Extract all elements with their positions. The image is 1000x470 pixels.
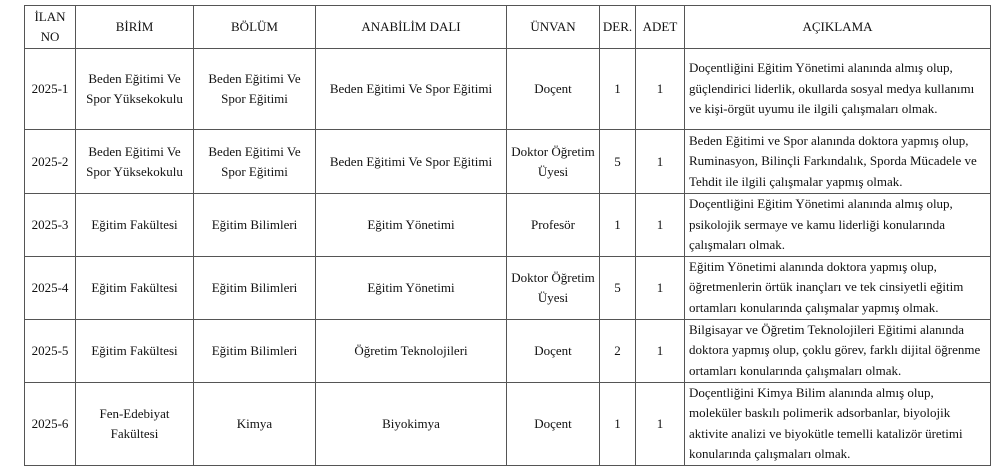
cell-adet: 1 xyxy=(635,129,685,194)
table-row: 2025-3 Eğitim Fakültesi Eğitim Bilimleri Eğ… xyxy=(24,193,991,257)
cell-bolum: Beden Eğitimi Ve Spor Eğitimi xyxy=(193,129,316,194)
cell-birim: Beden Eğitimi Ve Spor Yüksekokulu xyxy=(75,129,194,194)
cell-adet: 1 xyxy=(635,255,685,320)
cell-anabilim-dali: Beden Eğitimi Ve Spor Eğitimi xyxy=(315,48,507,130)
cell-birim: Eğitim Fakültesi xyxy=(75,255,194,320)
header-unvan: ÜNVAN xyxy=(506,5,600,49)
cell-birim: Eğitim Fakültesi xyxy=(75,318,194,383)
cell-der: 2 xyxy=(599,318,636,383)
cell-bolum: Eğitim Bilimleri xyxy=(193,193,316,257)
cell-ilan-no: 2025-6 xyxy=(24,381,76,466)
header-aciklama: AÇIKLAMA xyxy=(684,5,991,49)
cell-unvan: Doçent xyxy=(506,318,600,383)
cell-unvan: Profesör xyxy=(506,193,600,257)
cell-bolum: Kimya xyxy=(193,381,316,466)
header-row: İLAN NO BİRİM BÖLÜM ANABİLİM DALI ÜNVAN … xyxy=(24,5,991,49)
cell-aciklama: Eğitim Yönetimi alanında doktora yapmış … xyxy=(684,255,991,320)
table-row: 2025-4 Eğitim Fakültesi Eğitim Bilimleri Eğ… xyxy=(24,255,991,320)
cell-bolum: Beden Eğitimi Ve Spor Eğitimi xyxy=(193,48,316,130)
cell-birim: Beden Eğitimi Ve Spor Yüksekokulu xyxy=(75,48,194,130)
cell-ilan-no: 2025-2 xyxy=(24,129,76,194)
table-row: 2025-5 Eğitim Fakültesi Eğitim Bilimleri Öğ… xyxy=(24,318,991,383)
table-row: 2025-6 Fen-Edebiyat Fakültesi Kimya Biyokim… xyxy=(24,381,991,466)
header-ilan-no: İLAN NO xyxy=(24,5,76,49)
cell-adet: 1 xyxy=(635,381,685,466)
cell-bolum: Eğitim Bilimleri xyxy=(193,255,316,320)
table-row: 2025-1 Beden Eğitimi Ve Spor Yüksekokulu B… xyxy=(24,48,991,130)
cell-ilan-no: 2025-1 xyxy=(24,48,76,130)
cell-unvan: Doçent xyxy=(506,48,600,130)
cell-ilan-no: 2025-4 xyxy=(24,255,76,320)
cell-aciklama: Doçentliğini Eğitim Yönetimi alanında al… xyxy=(684,193,991,257)
header-der: DER. xyxy=(599,5,636,49)
cell-der: 5 xyxy=(599,129,636,194)
cell-birim: Eğitim Fakültesi xyxy=(75,193,194,257)
cell-der: 1 xyxy=(599,193,636,257)
table-row: 2025-2 Beden Eğitimi Ve Spor Yüksekokulu B… xyxy=(24,129,991,194)
cell-unvan: Doktor Öğretim Üyesi xyxy=(506,255,600,320)
cell-anabilim-dali: Beden Eğitimi Ve Spor Eğitimi xyxy=(315,129,507,194)
cell-birim: Fen-Edebiyat Fakültesi xyxy=(75,381,194,466)
cell-der: 1 xyxy=(599,381,636,466)
cell-ilan-no: 2025-3 xyxy=(24,193,76,257)
cell-adet: 1 xyxy=(635,48,685,130)
cell-unvan: Doktor Öğretim Üyesi xyxy=(506,129,600,194)
cell-adet: 1 xyxy=(635,193,685,257)
cell-bolum: Eğitim Bilimleri xyxy=(193,318,316,383)
header-anabilim-dali: ANABİLİM DALI xyxy=(315,5,507,49)
cell-adet: 1 xyxy=(635,318,685,383)
cell-aciklama: Doçentliğini Kimya Bilim alanında almış … xyxy=(684,381,991,466)
cell-aciklama: Bilgisayar ve Öğretim Teknolojileri Eğit… xyxy=(684,318,991,383)
job-listings-table: İLAN NO BİRİM BÖLÜM ANABİLİM DALI ÜNVAN … xyxy=(24,5,991,466)
cell-anabilim-dali: Eğitim Yönetimi xyxy=(315,255,507,320)
cell-anabilim-dali: Öğretim Teknolojileri xyxy=(315,318,507,383)
cell-anabilim-dali: Eğitim Yönetimi xyxy=(315,193,507,257)
cell-ilan-no: 2025-5 xyxy=(24,318,76,383)
cell-anabilim-dali: Biyokimya xyxy=(315,381,507,466)
header-bolum: BÖLÜM xyxy=(193,5,316,49)
cell-unvan: Doçent xyxy=(506,381,600,466)
cell-der: 5 xyxy=(599,255,636,320)
header-adet: ADET xyxy=(635,5,685,49)
cell-der: 1 xyxy=(599,48,636,130)
cell-aciklama: Doçentliğini Eğitim Yönetimi alanında al… xyxy=(684,48,991,130)
cell-aciklama: Beden Eğitimi ve Spor alanında doktora y… xyxy=(684,129,991,194)
header-birim: BİRİM xyxy=(75,5,194,49)
